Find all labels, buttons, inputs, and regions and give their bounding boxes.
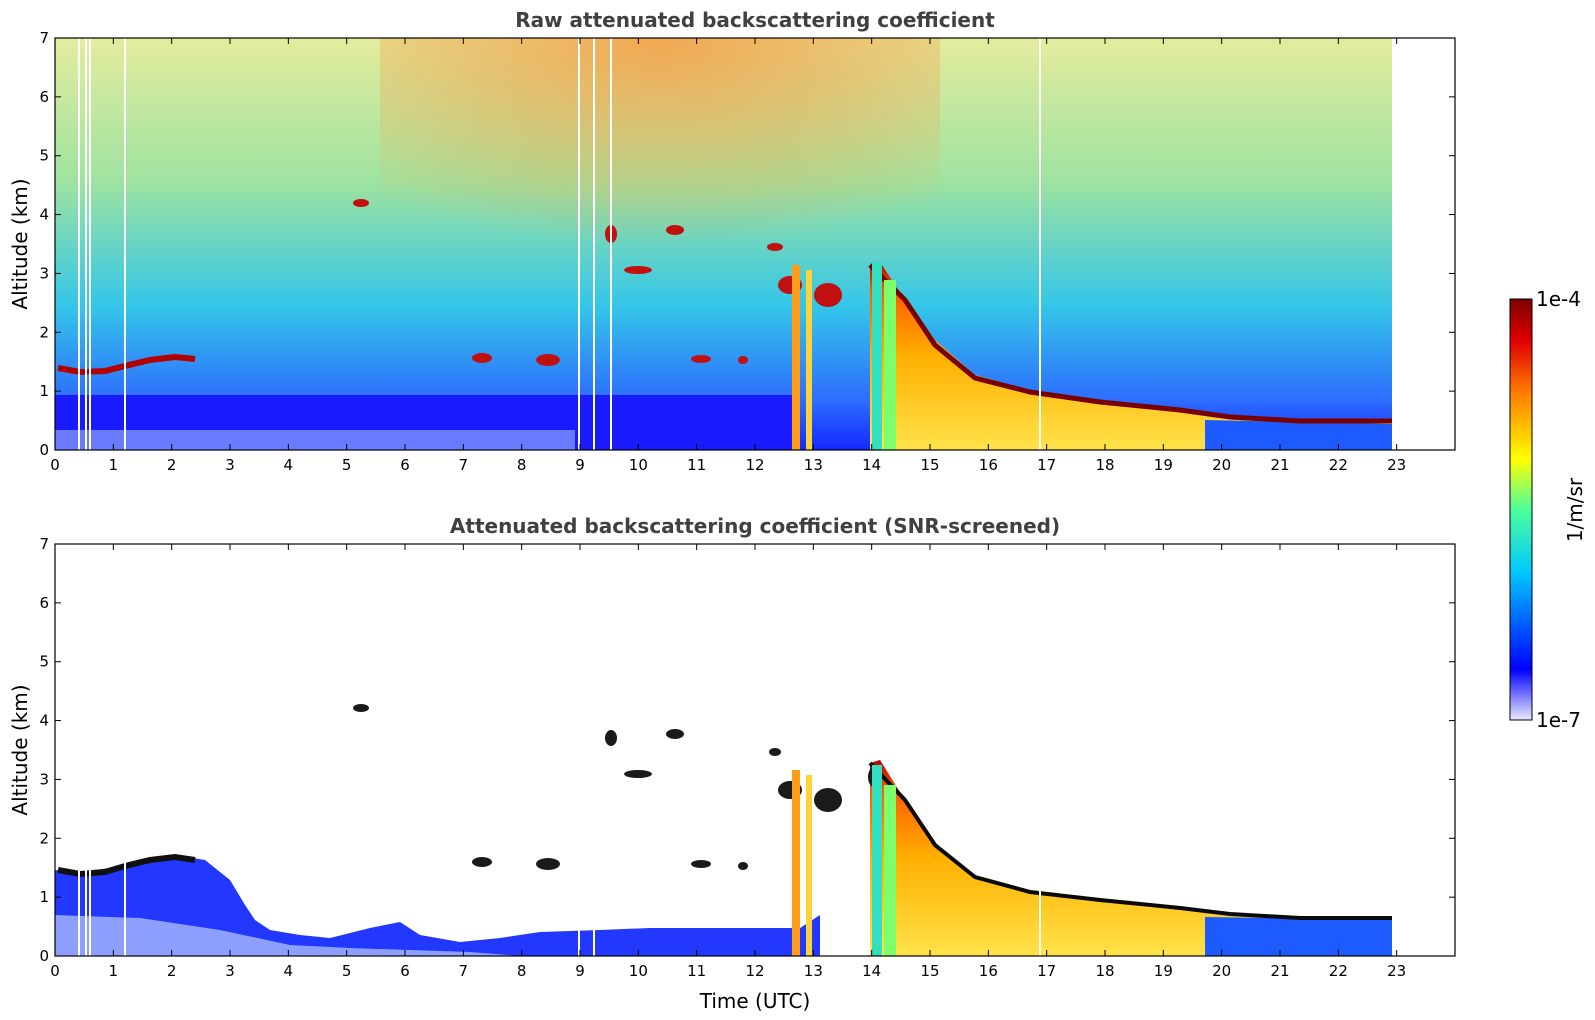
screened-x-tick-label: 20	[1212, 962, 1231, 980]
raw-x-tick-label: 13	[804, 456, 823, 474]
screened-x-tick-label: 2	[167, 962, 177, 980]
screened-y-axis-label: Altitude (km)	[8, 684, 32, 815]
screened-y-tick-label: 7	[39, 535, 49, 553]
screened-x-tick-label: 14	[862, 962, 881, 980]
time-axis-label: Time (UTC)	[699, 989, 811, 1013]
raw-convective-streaks	[792, 262, 896, 450]
screened-y-tick-label: 0	[39, 947, 49, 965]
colorbar: 1e-4 1e-7 1/m/sr	[1509, 287, 1587, 732]
raw-y-tick-label: 7	[39, 29, 49, 47]
raw-y-tick-label: 6	[39, 88, 49, 106]
raw-x-tick-label: 11	[687, 456, 706, 474]
raw-x-tick-label: 3	[225, 456, 235, 474]
raw-x-tick-label: 18	[1095, 456, 1114, 474]
raw-x-tick-label: 2	[167, 456, 177, 474]
colorbar-gradient	[1509, 298, 1533, 721]
raw-x-tick-label: 23	[1387, 456, 1406, 474]
raw-backscatter-panel: Raw attenuated backscattering coefficien…	[8, 8, 1456, 474]
raw-y-tick-label: 3	[39, 264, 49, 282]
screened-afternoon-cloud	[870, 760, 1392, 956]
screened-late-low-cloud	[1205, 917, 1392, 956]
raw-x-tick-label: 10	[629, 456, 648, 474]
raw-heatmap-warm-region	[380, 38, 940, 298]
screened-x-tick-label: 6	[400, 962, 410, 980]
raw-x-tick-label: 5	[342, 456, 352, 474]
screened-x-tick-label: 5	[342, 962, 352, 980]
screened-x-tick-label: 16	[979, 962, 998, 980]
raw-panel-title: Raw attenuated backscattering coefficien…	[515, 8, 995, 32]
raw-y-tick-label: 4	[39, 206, 49, 224]
screened-x-tick-label: 11	[687, 962, 706, 980]
screened-y-ticks: 0 1 2 3 4 5 6 7	[39, 535, 1455, 965]
screened-x-tick-label: 9	[575, 962, 585, 980]
raw-afternoon-cloud	[870, 262, 1392, 450]
colorbar-max-label: 1e-4	[1536, 287, 1581, 311]
screened-boundary-layer-light	[55, 915, 520, 956]
raw-late-low-cloud	[1205, 420, 1392, 450]
screened-x-ticks: 0 1 2 3 4 5 6 7 8 9 10 11 12 13 14 15 16 17 18 19 20 21 22 23	[50, 544, 1406, 980]
screened-y-tick-label: 5	[39, 653, 49, 671]
raw-y-tick-label: 1	[39, 382, 49, 400]
screened-backscatter-panel: Attenuated backscattering coefficient (S…	[8, 514, 1456, 1013]
raw-missing-profiles	[78, 38, 1041, 450]
screened-x-tick-label: 13	[804, 962, 823, 980]
screened-cloud-top-line	[868, 761, 1392, 920]
screened-heatmap-background	[55, 544, 1455, 956]
raw-x-tick-label: 20	[1212, 456, 1231, 474]
screened-x-tick-label: 22	[1329, 962, 1348, 980]
raw-surface-band-light	[55, 430, 575, 450]
raw-x-tick-label: 8	[517, 456, 527, 474]
raw-x-tick-label: 1	[109, 456, 119, 474]
raw-x-ticks: 0 1 2 3 4 5 6 7 8 9 10 11 12 13 14 15 16 17 18 19 20 21 22 23	[50, 38, 1406, 474]
raw-x-tick-label: 22	[1329, 456, 1348, 474]
screened-x-tick-label: 23	[1387, 962, 1406, 980]
screened-y-tick-label: 2	[39, 829, 49, 847]
screened-x-tick-label: 15	[920, 962, 939, 980]
raw-x-tick-label: 17	[1037, 456, 1056, 474]
screened-missing-profiles	[78, 544, 1041, 956]
screened-x-tick-label: 0	[50, 962, 60, 980]
screened-x-tick-label: 3	[225, 962, 235, 980]
raw-x-tick-label: 14	[862, 456, 881, 474]
screened-heatmap	[55, 544, 1455, 956]
raw-y-tick-label: 5	[39, 147, 49, 165]
screened-x-tick-label: 12	[745, 962, 764, 980]
raw-x-tick-label: 4	[284, 456, 294, 474]
raw-x-tick-label: 6	[400, 456, 410, 474]
raw-x-tick-label: 19	[1154, 456, 1173, 474]
screened-x-tick-label: 10	[629, 962, 648, 980]
raw-y-ticks: 0 1 2 3 4 5 6 7	[39, 29, 1455, 459]
screened-x-tick-label: 7	[459, 962, 469, 980]
screened-x-tick-label: 8	[517, 962, 527, 980]
raw-x-tick-label: 21	[1270, 456, 1289, 474]
raw-cloud-top-line	[868, 263, 1392, 424]
colorbar-min-label: 1e-7	[1536, 708, 1581, 732]
raw-x-tick-label: 0	[50, 456, 60, 474]
raw-x-tick-label: 9	[575, 456, 585, 474]
screened-x-tick-label: 21	[1270, 962, 1289, 980]
screened-x-tick-label: 4	[284, 962, 294, 980]
raw-x-tick-label: 16	[979, 456, 998, 474]
screened-x-tick-label: 19	[1154, 962, 1173, 980]
raw-y-tick-label: 0	[39, 441, 49, 459]
screened-mid-cloud-patches	[353, 704, 880, 870]
screened-x-tick-label: 1	[109, 962, 119, 980]
screened-y-tick-label: 3	[39, 770, 49, 788]
raw-x-tick-label: 15	[920, 456, 939, 474]
screened-x-tick-label: 17	[1037, 962, 1056, 980]
screened-boundary-layer	[55, 856, 820, 956]
screened-y-tick-label: 4	[39, 712, 49, 730]
raw-x-tick-label: 7	[459, 456, 469, 474]
raw-x-tick-label: 12	[745, 456, 764, 474]
raw-y-axis-label: Altitude (km)	[8, 178, 32, 309]
colorbar-unit-label: 1/m/sr	[1563, 477, 1587, 542]
screened-panel-title: Attenuated backscattering coefficient (S…	[450, 514, 1060, 538]
screened-y-tick-label: 1	[39, 888, 49, 906]
screened-y-tick-label: 6	[39, 594, 49, 612]
raw-y-tick-label: 2	[39, 323, 49, 341]
screened-x-tick-label: 18	[1095, 962, 1114, 980]
raw-heatmap	[55, 38, 1392, 450]
screened-convective-streaks	[792, 765, 896, 956]
